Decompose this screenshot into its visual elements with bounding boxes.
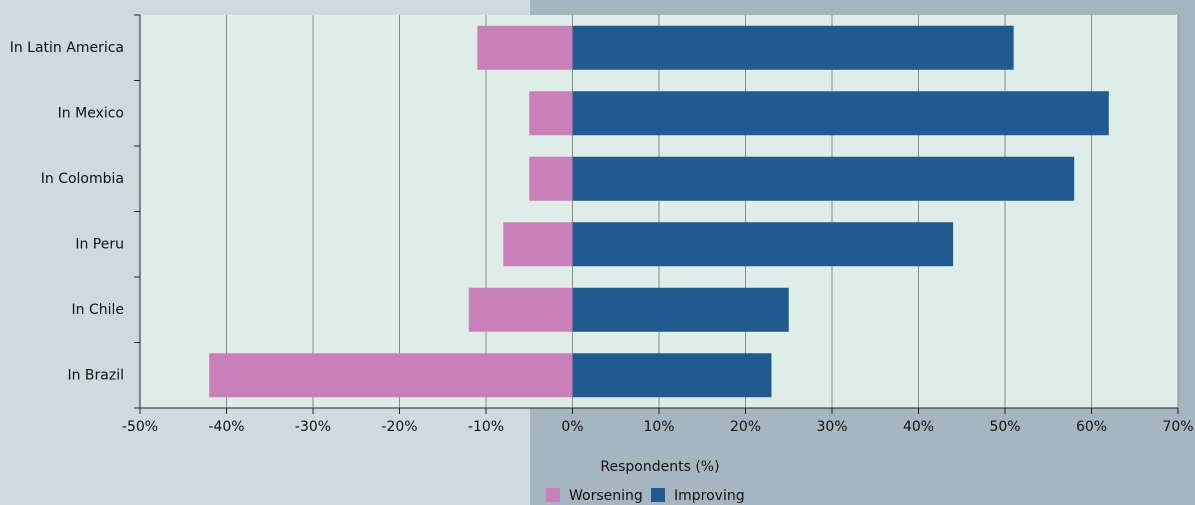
x-tick-label: 0% — [561, 419, 583, 435]
x-tick-label: -50% — [122, 419, 158, 435]
bar — [572, 156, 1075, 201]
bar — [529, 91, 573, 136]
x-tick-label: 40% — [903, 419, 934, 435]
x-tick-label: 50% — [989, 419, 1020, 435]
legend-label: Worsening — [569, 488, 643, 504]
x-tick-label: 20% — [730, 419, 761, 435]
y-tick-label: In Colombia — [41, 171, 124, 187]
x-tick-label: -20% — [381, 419, 417, 435]
bar — [529, 156, 573, 201]
bar — [477, 25, 573, 70]
x-tick-label: 60% — [1076, 419, 1107, 435]
bar — [468, 287, 573, 332]
x-tick-label: 10% — [643, 419, 674, 435]
y-tick-label: In Peru — [75, 236, 124, 252]
bar — [503, 222, 573, 267]
bar — [209, 353, 573, 398]
legend-swatch — [651, 488, 665, 502]
x-tick-label: 70% — [1162, 419, 1193, 435]
y-tick-label: In Brazil — [67, 367, 124, 383]
legend-label: Improving — [674, 488, 745, 504]
y-tick-label: In Latin America — [10, 40, 124, 56]
y-tick-label: In Chile — [72, 302, 125, 318]
x-axis-label: Respondents (%) — [600, 459, 719, 475]
bar — [572, 353, 772, 398]
bar — [572, 287, 789, 332]
x-tick-label: -40% — [208, 419, 244, 435]
x-tick-label: 30% — [816, 419, 847, 435]
x-tick-label: -10% — [468, 419, 504, 435]
bar — [572, 91, 1109, 136]
y-tick-label: In Mexico — [58, 105, 124, 121]
x-tick-label: -30% — [295, 419, 331, 435]
bar — [572, 25, 1014, 70]
bar — [572, 222, 954, 267]
legend-swatch — [546, 488, 560, 502]
